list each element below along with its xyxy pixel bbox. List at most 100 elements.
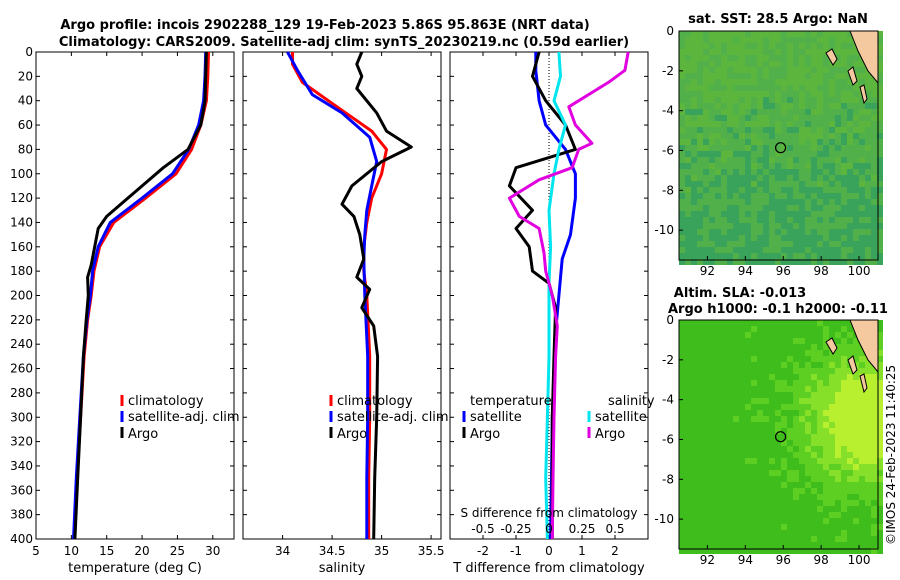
map-cell	[685, 103, 691, 109]
map-cell	[775, 410, 781, 416]
map-cell	[751, 374, 757, 380]
map-cell	[853, 476, 859, 482]
map-cell	[727, 458, 733, 464]
map-cell	[805, 223, 811, 229]
map-cell	[865, 253, 871, 259]
map-cell	[715, 55, 721, 61]
map-cell	[691, 530, 697, 536]
map-cell	[781, 217, 787, 223]
map-cell	[763, 205, 769, 211]
map-cell	[685, 139, 691, 145]
map-cell	[799, 416, 805, 422]
map-cell	[697, 410, 703, 416]
map-cell	[823, 524, 829, 530]
map-cell	[829, 73, 835, 79]
map-cell	[721, 211, 727, 217]
map-cell	[859, 253, 865, 259]
map-cell	[781, 43, 787, 49]
map-cell	[733, 524, 739, 530]
map-cell	[769, 55, 775, 61]
map-cell	[763, 79, 769, 85]
map-cell	[679, 518, 685, 524]
map-cell	[709, 121, 715, 127]
map-cell	[739, 37, 745, 43]
map-cell	[787, 241, 793, 247]
map-cell	[835, 241, 841, 247]
map-cell	[775, 326, 781, 332]
map-cell	[781, 31, 787, 37]
map-cell	[721, 416, 727, 422]
map-cell	[775, 121, 781, 127]
map-cell	[691, 97, 697, 103]
map-cell	[865, 181, 871, 187]
map-cell	[805, 127, 811, 133]
map-cell	[763, 368, 769, 374]
map-cell	[745, 157, 751, 163]
map-cell	[871, 175, 877, 181]
map-cell	[709, 338, 715, 344]
map-cell	[817, 217, 823, 223]
map-cell	[703, 446, 709, 452]
map-cell	[859, 163, 865, 169]
map-cell	[799, 380, 805, 386]
map-cell	[691, 380, 697, 386]
map-cell	[715, 181, 721, 187]
map-cell	[775, 31, 781, 37]
map-cell	[763, 374, 769, 380]
map-cell	[679, 217, 685, 223]
map-cell	[703, 536, 709, 542]
map-cell	[751, 61, 757, 67]
map-cell	[727, 548, 733, 554]
map-cell	[757, 37, 763, 43]
map-cell	[835, 211, 841, 217]
map-cell	[685, 458, 691, 464]
map-cell	[763, 247, 769, 253]
map-cell	[835, 217, 841, 223]
map-cell	[793, 49, 799, 55]
map-cell	[715, 61, 721, 67]
map-cell	[787, 452, 793, 458]
map-cell	[727, 61, 733, 67]
map-cell	[823, 440, 829, 446]
map-cell	[697, 187, 703, 193]
legend-label-t-argo: Argo	[470, 427, 500, 442]
map-cell	[685, 163, 691, 169]
map-cell	[757, 326, 763, 332]
map-cell	[733, 326, 739, 332]
map-cell	[709, 229, 715, 235]
map-cell	[697, 392, 703, 398]
map-cell	[877, 133, 883, 139]
map-cell	[733, 223, 739, 229]
map-cell	[805, 386, 811, 392]
map-cell	[691, 482, 697, 488]
map-cell	[829, 362, 835, 368]
map-cell	[685, 488, 691, 494]
map-cell	[727, 55, 733, 61]
map-cell	[709, 115, 715, 121]
map-cell	[781, 428, 787, 434]
map-cell	[721, 31, 727, 37]
map-cell	[799, 428, 805, 434]
map-cell	[751, 512, 757, 518]
map-cell	[865, 476, 871, 482]
map-cell	[847, 536, 853, 542]
map-cell	[781, 97, 787, 103]
map-cell	[745, 542, 751, 548]
legend-label-s-satellite: satellite	[595, 410, 647, 425]
map-cell	[847, 217, 853, 223]
map-cell	[877, 368, 883, 374]
map-cell	[859, 440, 865, 446]
plot-frame	[242, 51, 442, 540]
series-line-t-satellite	[534, 52, 577, 540]
map-cell	[745, 392, 751, 398]
map-cell	[799, 241, 805, 247]
map-cell	[763, 458, 769, 464]
map-cell	[679, 31, 685, 37]
map-cell	[721, 109, 727, 115]
map-cell	[865, 392, 871, 398]
map-cell	[805, 488, 811, 494]
map-cell	[745, 524, 751, 530]
map-cell	[787, 37, 793, 43]
map-cell	[817, 247, 823, 253]
map-cell	[763, 145, 769, 151]
